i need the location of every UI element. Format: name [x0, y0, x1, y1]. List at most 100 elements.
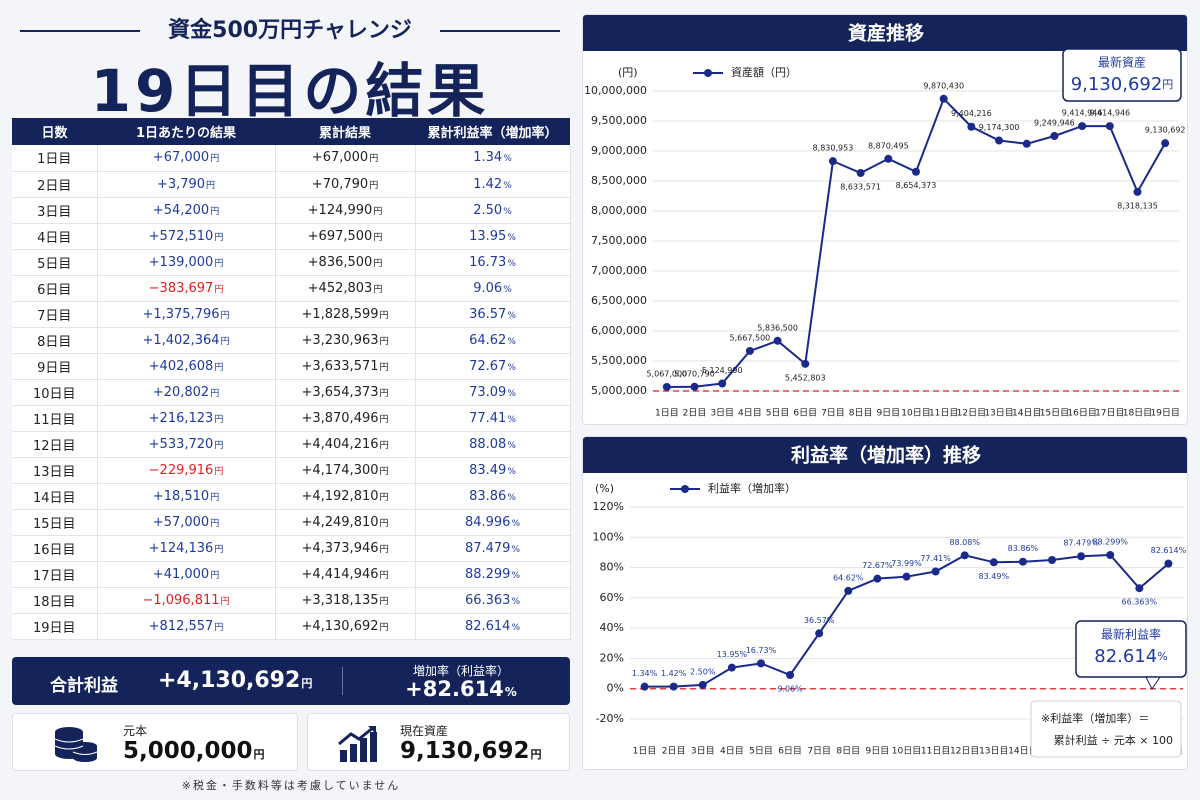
- unit: 円: [214, 258, 224, 269]
- value: +67,000: [152, 150, 210, 166]
- rate-cell: 77.41%: [415, 405, 571, 432]
- data-label: 5,667,500: [730, 333, 771, 342]
- cumulative-cell: +836,500円: [275, 249, 416, 276]
- daily-cell: −383,697円: [97, 275, 276, 302]
- x-tick-label: 9日目: [866, 746, 890, 757]
- data-point: [773, 336, 782, 345]
- value: 16.73: [469, 254, 507, 270]
- unit: 円: [214, 544, 224, 555]
- results-table: 日数 1日あたりの結果 累計結果 累計利益率（増加率） 1日目 +67,000円 +67,0…: [12, 118, 571, 640]
- data-point: [1018, 557, 1027, 566]
- value: 82.614: [1094, 646, 1157, 667]
- unit: %: [511, 544, 521, 555]
- x-tick-label: 10日目: [901, 408, 930, 419]
- x-tick-label: 13日目: [979, 746, 1008, 757]
- day-cell: 14日目: [12, 483, 98, 510]
- x-tick-label: 1日目: [655, 408, 679, 419]
- cumulative-cell: +4,174,300円: [275, 457, 416, 484]
- chart-title: 資産推移: [848, 22, 924, 45]
- column-header: 1日あたりの結果: [97, 118, 275, 145]
- rate-cell: 66.363%: [415, 587, 571, 614]
- coins-icon: [54, 727, 98, 762]
- daily-cell: −1,096,811円: [97, 587, 276, 614]
- data-label: 8,830,953: [813, 144, 854, 153]
- y-tick-label: 7,500,000: [591, 234, 647, 247]
- daily-cell: +67,000円: [97, 145, 276, 172]
- y-tick-label: 10,000,000: [584, 84, 647, 97]
- daily-cell: +41,000円: [97, 561, 276, 588]
- daily-cell: +124,136円: [97, 535, 276, 562]
- cumulative-cell: +697,500円: [275, 223, 416, 250]
- data-label: 13.95%: [717, 650, 748, 659]
- y-tick-label: 8,000,000: [591, 204, 647, 217]
- data-label: 36.57%: [804, 616, 835, 625]
- footnote: ※税金・手数料等は考慮していません: [181, 779, 401, 792]
- y-tick-label: 7,000,000: [591, 264, 647, 277]
- x-tick-label: 19日目: [1150, 408, 1179, 419]
- unit: 円: [379, 622, 389, 633]
- y-unit: (円): [618, 66, 638, 79]
- day-cell: 7日目: [12, 301, 98, 328]
- data-point: [669, 682, 678, 691]
- cumulative-cell: +67,000円: [275, 145, 416, 172]
- rule: [20, 30, 140, 32]
- day-cell: 8日目: [12, 327, 98, 354]
- x-tick-label: 14日目: [1008, 746, 1037, 757]
- column-header: 累計利益率（増加率）: [415, 118, 570, 145]
- unit: 円: [214, 440, 224, 451]
- unit: 円: [373, 284, 383, 295]
- data-point: [995, 136, 1004, 145]
- data-label: 83.49%: [979, 572, 1010, 581]
- y-tick-label: 9,000,000: [591, 144, 647, 157]
- data-label: 8,633,571: [840, 182, 881, 191]
- data-label: 5,067,000: [646, 369, 687, 378]
- value: 5,000,000: [123, 738, 253, 764]
- table-row: 3日目 +54,200円 +124,990円 2.50%: [12, 197, 571, 224]
- x-tick-label: 16日目: [1067, 408, 1096, 419]
- data-point: [873, 574, 882, 583]
- data-point: [856, 168, 865, 177]
- card-label: 現在資産: [400, 724, 449, 738]
- daily-cell: +812,557円: [97, 613, 276, 640]
- day-cell: 17日目: [12, 561, 98, 588]
- unit: %: [507, 440, 516, 451]
- table-row: 1日目 +67,000円 +67,000円 1.34%: [12, 145, 571, 172]
- value: +4,192,810: [301, 488, 379, 504]
- data-point: [1048, 556, 1057, 565]
- y-tick-label: 8,500,000: [591, 174, 647, 187]
- x-tick-label: 5日目: [766, 408, 790, 419]
- x-tick-label: 9日目: [876, 408, 900, 419]
- x-tick-label: 4日目: [738, 408, 762, 419]
- table-row: 4日目 +572,510円 +697,500円 13.95%: [12, 223, 571, 250]
- day-cell: 18日目: [12, 587, 98, 614]
- value: −383,697: [148, 280, 214, 296]
- data-label: 77.41%: [920, 554, 951, 563]
- data-point: [989, 558, 998, 567]
- x-tick-label: 14日目: [1012, 408, 1041, 419]
- unit: %: [507, 492, 516, 503]
- cumulative-cell: +1,828,599円: [275, 301, 416, 328]
- day-cell: 15日目: [12, 509, 98, 536]
- asset-chart: 資産推移 (円) 資産額（円） 5,000,000 5,500,000 6,000,000…: [582, 14, 1188, 425]
- value: +82.614: [405, 677, 504, 701]
- unit: 円: [373, 232, 383, 243]
- table-row: 2日目 +3,790円 +70,790円 1.42%: [12, 171, 571, 198]
- rate-cell: 64.62%: [415, 327, 571, 354]
- table-row: 16日目 +124,136円 +4,373,946円 87.479%: [12, 535, 571, 562]
- data-point: [1050, 132, 1059, 141]
- cumulative-cell: +4,130,692円: [275, 613, 416, 640]
- value: +20,802: [152, 384, 210, 400]
- cumulative-cell: +3,230,963円: [275, 327, 416, 354]
- unit: 円: [210, 206, 220, 217]
- unit: 円: [214, 414, 224, 425]
- data-label: 66.363%: [1122, 598, 1158, 607]
- card-value: 5,000,000円: [123, 738, 265, 764]
- y-tick-label: 9,500,000: [591, 114, 647, 127]
- data-label: 9,249,946: [1034, 119, 1075, 128]
- unit: 円: [214, 284, 224, 295]
- x-tick-label: 8日目: [849, 408, 873, 419]
- annotation-label: 最新利益率: [1101, 627, 1161, 642]
- y-tick-label: 6,500,000: [591, 294, 647, 307]
- unit: %: [507, 414, 516, 425]
